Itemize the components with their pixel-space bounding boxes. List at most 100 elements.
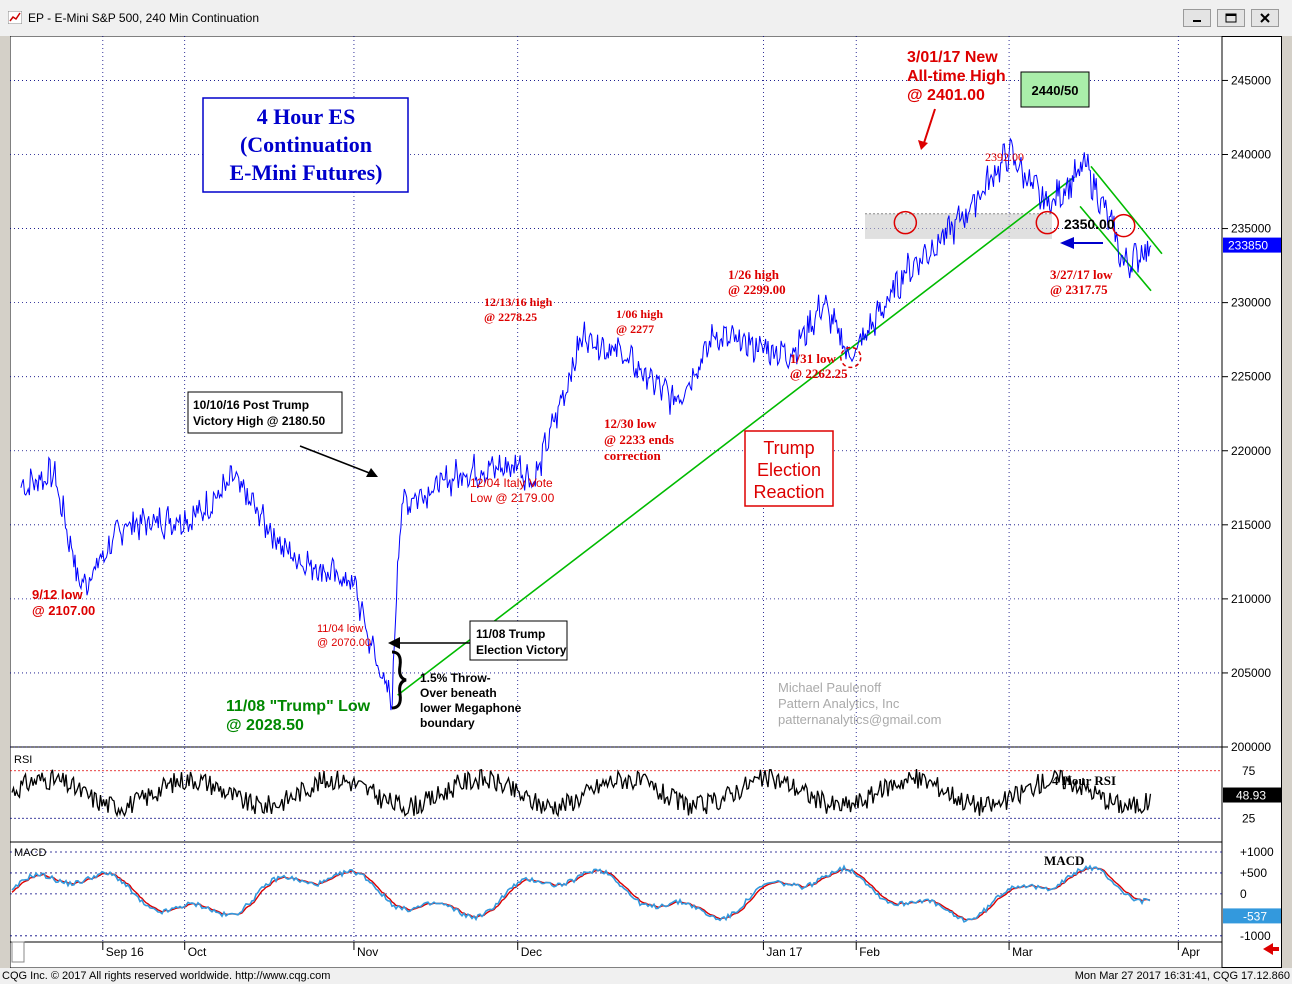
- low-1104-label-line: 11/04 low: [317, 623, 363, 635]
- close-icon: [1260, 13, 1270, 23]
- post-trump-text: 10/10/16 Post Trump Victory High @ 2180.5…: [193, 398, 326, 428]
- timestamp-text: Mon Mar 27 2017 16:31:41, CQG 17.12.860: [1074, 970, 1290, 982]
- y-tick-label: 240000: [1231, 148, 1271, 162]
- high-1213-label-line: @ 2278.25: [484, 310, 537, 324]
- support-zone: [865, 213, 1052, 239]
- restore-icon: [1225, 13, 1237, 23]
- low-1104-label-line: @ 2070.00: [317, 637, 371, 649]
- price-series-line: [20, 137, 1152, 711]
- italy-vote-label-line: Low @ 2179.00: [470, 491, 555, 505]
- macd-panel-label-line: MACD: [1044, 853, 1084, 868]
- low-0912-label-line: @ 2107.00: [32, 603, 95, 618]
- throwover-label-line: 1.5% Throw-: [420, 671, 491, 685]
- pivot-circle-0131: [840, 346, 862, 369]
- rsi-current-tag: [1223, 787, 1281, 803]
- reaction-text-line: Trump: [763, 438, 814, 458]
- watermark-line: Pattern Analytics, Inc: [778, 696, 900, 711]
- election-text-line: 11/08 Trump: [476, 627, 545, 641]
- rsi-panel-title: RSI: [14, 754, 32, 766]
- scroll-right-arrow-icon[interactable]: [1263, 943, 1279, 955]
- high-2392-label: 2392.00: [985, 150, 1024, 164]
- target-box: [1020, 71, 1090, 108]
- copyright-text: CQG Inc. © 2017 All rights reserved worl…: [2, 970, 331, 982]
- minimize-button[interactable]: [1183, 9, 1211, 27]
- y-tick-label: 205000: [1231, 666, 1271, 680]
- channel-lower-line: [1079, 205, 1152, 292]
- level-arrow-head: [1060, 237, 1074, 249]
- low-1230-label-line: @ 2233 ends: [604, 432, 674, 447]
- macd-current-label: -537: [1243, 909, 1267, 923]
- current-price-tag: [1223, 237, 1281, 253]
- status-footer: CQG Inc. © 2017 All rights reserved worl…: [0, 968, 1292, 984]
- title-box-text-line: 4 Hour ES: [257, 104, 356, 129]
- y-tick-label: 200000: [1231, 740, 1271, 754]
- megaphone-lower-trendline: [397, 176, 1076, 696]
- scroll-left-handle[interactable]: [11, 941, 25, 963]
- low-0131-label-line: @ 2262.25: [790, 366, 848, 381]
- title-box-text: 4 Hour ES (Continuation E-Mini Futures): [230, 104, 383, 185]
- target-box-text-line: 2440/50: [1032, 83, 1079, 98]
- macd-tick-label: +500: [1240, 866, 1267, 880]
- macd-panel-label: MACD: [1044, 853, 1084, 868]
- brace-icon: [391, 650, 407, 710]
- ath-label-line: All-time High: [907, 68, 1006, 85]
- low-0912-label-line: 9/12 low: [32, 587, 83, 602]
- level-2350-label: 2350.00: [1064, 216, 1115, 232]
- post-trump-text-line: 10/10/16 Post Trump: [193, 398, 309, 412]
- low-0327-label-line: 3/27/17 low: [1050, 267, 1113, 282]
- y-tick-label: 225000: [1231, 370, 1271, 384]
- y-tick-label: 220000: [1231, 444, 1271, 458]
- high-0126-label-line: @ 2299.00: [728, 282, 786, 297]
- election-text: 11/08 Trump Election Victory: [476, 627, 567, 657]
- current-price-label: 233850: [1228, 239, 1268, 253]
- y-tick-label: 210000: [1231, 592, 1271, 606]
- target-box-text: 2440/50: [1032, 83, 1079, 98]
- trump-low-label-line: 11/08 "Trump" Low: [226, 698, 371, 715]
- chart-canvas[interactable]: 4 Hour ES (Continuation E-Mini Futures) 244…: [10, 36, 1282, 968]
- high-0106-label-line: @ 2277: [616, 322, 654, 336]
- x-tick-label: Nov: [357, 945, 378, 959]
- rsi-line: [11, 768, 1152, 818]
- throwover-label-line: lower Megaphone: [420, 701, 522, 715]
- channel-upper-line: [1090, 165, 1163, 255]
- low-0327-label: 3/27/17 low@ 2317.75: [1050, 267, 1113, 297]
- election-arrow-head: [388, 637, 400, 649]
- trump-low-label: 11/08 "Trump" Low @ 2028.50: [226, 698, 371, 734]
- high-0126-label: 1/26 high@ 2299.00: [728, 267, 786, 297]
- y-tick-label: 230000: [1231, 296, 1271, 310]
- low-1230-label-line: 12/30 low: [604, 416, 657, 431]
- macd-tick-label: -1000: [1240, 929, 1271, 943]
- low-0131-label-line: 1/31 low: [790, 351, 836, 366]
- low-0131-label: 1/31 low@ 2262.25: [790, 351, 848, 381]
- y-tick-label: 235000: [1231, 222, 1271, 236]
- election-box: [469, 620, 568, 661]
- low-1104-label: 11/04 low @ 2070.00: [317, 623, 371, 649]
- ath-label-line: 3/01/17 New: [907, 49, 998, 66]
- trump-low-label-line: @ 2028.50: [226, 717, 304, 734]
- reaction-text-line: Election: [757, 460, 821, 480]
- post-trump-arrow-head: [366, 468, 378, 477]
- y-tick-label: 245000: [1231, 73, 1271, 87]
- macd-panel-title: MACD: [14, 847, 46, 859]
- reaction-box: [744, 430, 834, 507]
- title-box: [202, 97, 409, 193]
- restore-button[interactable]: [1217, 9, 1245, 27]
- level-2350-label-line: 2350.00: [1064, 216, 1115, 232]
- post-trump-box: [187, 391, 343, 434]
- window-titlebar: EP - E-Mini S&P 500, 240 Min Continuatio…: [0, 0, 1292, 36]
- close-button[interactable]: [1251, 9, 1279, 27]
- x-tick-label: Sep 16: [106, 945, 144, 959]
- ath-arrow-head: [918, 140, 928, 150]
- post-trump-text-line: Victory High @ 2180.50: [193, 414, 326, 428]
- reaction-text-line: Reaction: [753, 482, 824, 502]
- throwover-label-line: Over beneath: [420, 686, 497, 700]
- high-0106-label: 1/06 high@ 2277: [616, 307, 663, 336]
- title-box-text-line: (Continuation: [240, 132, 372, 157]
- time-axis-panel: [10, 941, 1223, 968]
- y-tick-label: 215000: [1231, 518, 1271, 532]
- high-1213-label: 12/13/16 high@ 2278.25: [484, 295, 553, 324]
- x-tick-label: Dec: [521, 945, 542, 959]
